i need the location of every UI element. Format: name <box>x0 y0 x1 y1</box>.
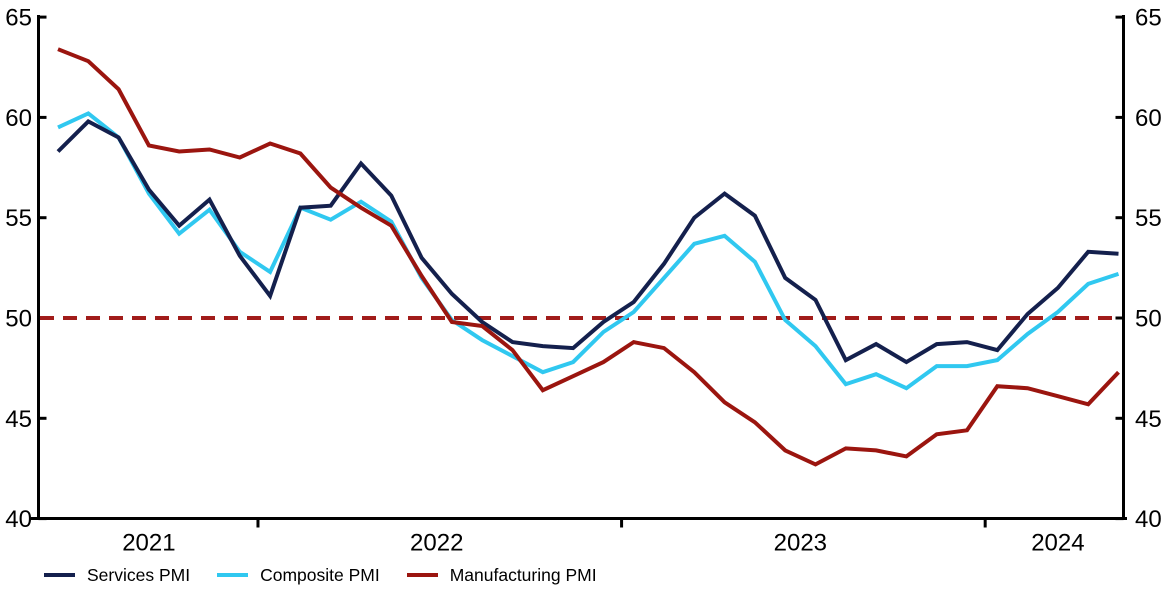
x-year-label-2024: 2024 <box>1031 530 1084 557</box>
services-pmi-line <box>56 118 1119 365</box>
x-year-label-2021: 2021 <box>122 530 175 557</box>
legend-label-composite-pmi: Composite PMI <box>260 565 380 585</box>
legend-item-composite-pmi: Composite PMI <box>217 564 380 586</box>
x-year-label-2023: 2023 <box>774 530 827 557</box>
legend-swatch-services-pmi <box>44 573 75 577</box>
manufacturing-pmi-line <box>57 47 1120 467</box>
legend-label-services-pmi: Services PMI <box>87 565 191 585</box>
y-tick-label-right: 45 <box>1135 406 1162 433</box>
legend-item-manufacturing-pmi: Manufacturing PMI <box>406 564 597 586</box>
y-tick-label-left: 65 <box>5 5 32 32</box>
y-tick-label-left: 45 <box>5 406 32 433</box>
x-year-label-2022: 2022 <box>410 530 463 557</box>
y-tick-label-left: 60 <box>5 105 32 132</box>
y-tick-label-right: 65 <box>1135 5 1162 32</box>
y-tick-label-right: 60 <box>1135 105 1162 132</box>
y-tick-label-left: 40 <box>5 506 32 533</box>
y-tick-label-right: 50 <box>1135 306 1162 333</box>
legend-label-manufacturing-pmi: Manufacturing PMI <box>449 565 597 585</box>
legend-item-services-pmi: Services PMI <box>44 564 190 586</box>
composite-pmi-line <box>57 111 1120 391</box>
y-tick-label-right: 55 <box>1135 205 1162 232</box>
y-tick-label-left: 50 <box>5 306 32 333</box>
legend-swatch-manufacturing-pmi <box>406 573 438 577</box>
y-tick-label-left: 55 <box>5 205 32 232</box>
legend-swatch-composite-pmi <box>217 573 249 577</box>
y-tick-label-right: 40 <box>1135 506 1162 533</box>
legend: Services PMI Composite PMI Manufacturing P… <box>44 564 597 586</box>
